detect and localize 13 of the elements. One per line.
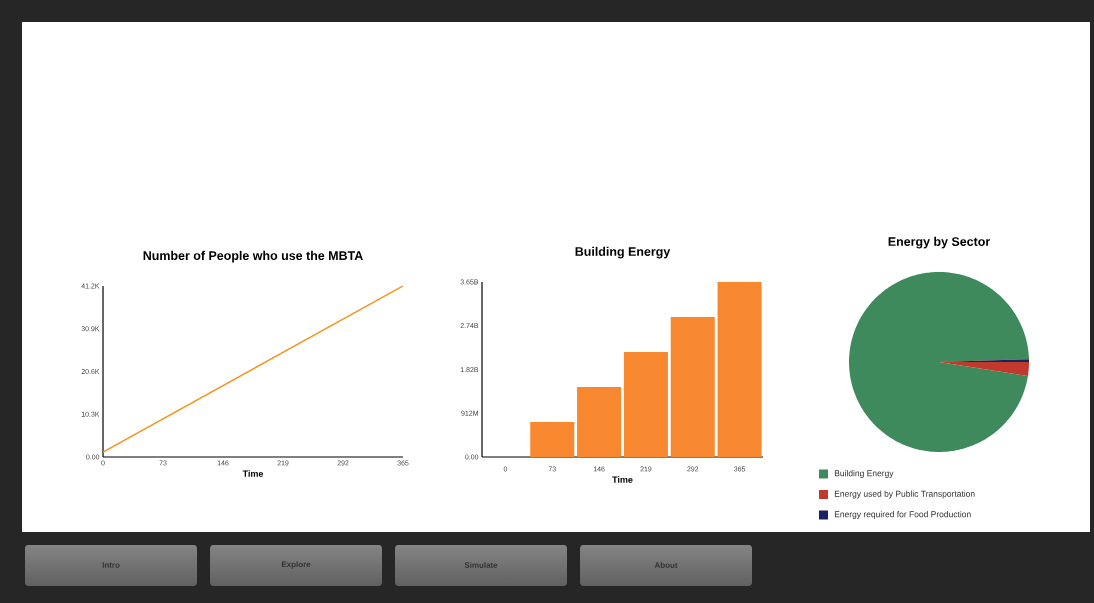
bar bbox=[577, 386, 622, 457]
bar bbox=[530, 421, 575, 457]
bar bbox=[623, 351, 668, 457]
chart-title: Energy by Sector bbox=[888, 236, 991, 249]
x-axis-title: Time bbox=[242, 470, 264, 477]
chart-title: Number of People who use the MBTA bbox=[143, 250, 363, 263]
legend-label: Energy used by Public Transportation bbox=[834, 490, 975, 499]
bar bbox=[717, 281, 762, 457]
legend-label: Building Energy bbox=[834, 470, 894, 478]
x-axis-title: Time bbox=[612, 476, 633, 483]
chart-title: Building Energy bbox=[575, 246, 671, 259]
bar bbox=[670, 316, 715, 457]
legend-label: Energy required for Food Production bbox=[834, 511, 971, 519]
